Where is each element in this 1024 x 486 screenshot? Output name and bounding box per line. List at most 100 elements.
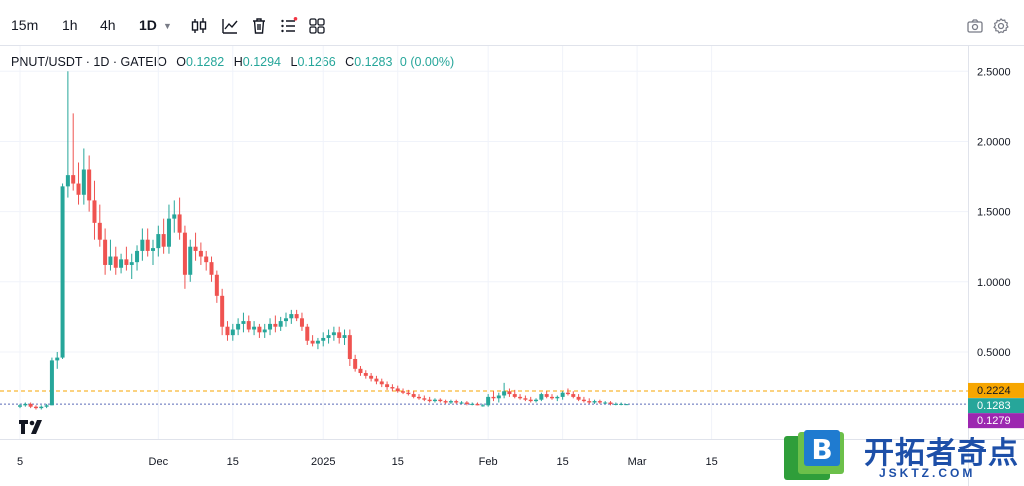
symbol-label: PNUT/USDT · 1D · GATEIO bbox=[11, 55, 167, 69]
price-label-text: 0.1279 bbox=[977, 415, 1011, 427]
candle-body bbox=[278, 321, 283, 327]
candle-body bbox=[262, 329, 267, 333]
candle-body bbox=[284, 318, 288, 322]
candle-body bbox=[448, 401, 453, 403]
candle-body bbox=[241, 321, 246, 324]
price-label-text: 0.2224 bbox=[977, 385, 1011, 397]
change-value: 0 (0.00%) bbox=[399, 55, 455, 69]
x-tick-label: Dec bbox=[149, 456, 169, 468]
candle-body bbox=[71, 175, 76, 184]
candle-body bbox=[28, 403, 33, 407]
price-label-box bbox=[968, 413, 1024, 429]
candle-body bbox=[81, 169, 86, 195]
candle-body bbox=[321, 337, 326, 341]
candle-body bbox=[315, 340, 320, 344]
candle-body bbox=[534, 399, 539, 402]
candle-body bbox=[480, 405, 485, 407]
close-label: C bbox=[345, 55, 355, 69]
x-tick-label: 5 bbox=[17, 456, 23, 468]
candle-body bbox=[129, 262, 134, 265]
x-tick-label: 15 bbox=[227, 456, 239, 468]
candle-body bbox=[140, 239, 145, 251]
candle-body bbox=[119, 259, 124, 268]
candle-body bbox=[613, 403, 618, 405]
timeframe-4h[interactable]: 4h bbox=[100, 17, 116, 33]
candle-body bbox=[145, 239, 150, 251]
x-tick-label: 15 bbox=[557, 456, 569, 468]
price-chart[interactable]: 2.5000 2.0000 1.5000 1.0000 0.5000 5 Dec 15 2025… bbox=[0, 46, 1024, 486]
candle-body bbox=[172, 214, 177, 219]
watermark-url: JSKTZ.COM bbox=[879, 466, 976, 480]
indicators-icon[interactable] bbox=[221, 17, 239, 35]
candle-body bbox=[209, 262, 214, 275]
candle-body bbox=[273, 323, 278, 327]
candle-body bbox=[475, 403, 480, 406]
y-tick-label: 1.5000 bbox=[977, 207, 1011, 219]
candle-body bbox=[299, 318, 304, 327]
candle-body bbox=[544, 394, 549, 397]
candle-body bbox=[214, 274, 219, 296]
y-tick-label: 2.0000 bbox=[977, 136, 1011, 148]
candle-body bbox=[395, 388, 400, 392]
candle-body bbox=[603, 402, 608, 404]
candle-body bbox=[33, 406, 38, 409]
camera-icon[interactable] bbox=[966, 17, 984, 35]
candle-body bbox=[49, 360, 54, 406]
candle-body bbox=[432, 399, 437, 402]
settings-icon[interactable] bbox=[992, 17, 1010, 35]
candle-body bbox=[486, 396, 491, 406]
candle-body bbox=[565, 392, 570, 395]
candle-body bbox=[87, 169, 92, 201]
watermark-logo: B bbox=[784, 430, 844, 480]
candle-body bbox=[422, 398, 427, 400]
tradingview-logo bbox=[19, 420, 42, 434]
candle-body bbox=[65, 175, 70, 187]
candle-body bbox=[289, 314, 294, 319]
x-tick-label: 15 bbox=[392, 456, 404, 468]
timeframe-1h[interactable]: 1h bbox=[62, 17, 78, 33]
candle-body bbox=[113, 256, 118, 268]
candle-body bbox=[342, 335, 347, 338]
candle-body bbox=[528, 399, 533, 402]
open-label: O bbox=[176, 55, 187, 69]
timeframe-15m[interactable]: 15m bbox=[11, 17, 39, 33]
y-tick-label: 2.5000 bbox=[977, 66, 1011, 78]
candle-body bbox=[518, 396, 523, 399]
candle-body bbox=[236, 323, 241, 330]
candle-body bbox=[597, 401, 602, 403]
price-label-box bbox=[968, 382, 1024, 398]
candle-body bbox=[92, 200, 97, 223]
x-tick-label: 2025 bbox=[311, 456, 335, 468]
candle-body bbox=[459, 402, 464, 404]
candle-body bbox=[257, 326, 262, 333]
candle-body bbox=[166, 218, 171, 247]
high-label: H bbox=[233, 55, 243, 69]
candle-body bbox=[39, 406, 44, 409]
candle-body bbox=[555, 396, 560, 399]
candlestick-icon[interactable] bbox=[190, 17, 208, 35]
chevron-down-icon[interactable]: ▼ bbox=[163, 21, 172, 31]
timeframe-1d[interactable]: 1D bbox=[139, 17, 157, 33]
candle-body bbox=[60, 186, 65, 358]
list-icon[interactable] bbox=[280, 17, 298, 35]
candle-body bbox=[358, 368, 363, 374]
candle-body bbox=[523, 398, 528, 400]
trash-icon[interactable] bbox=[250, 17, 268, 35]
candle-body bbox=[411, 394, 416, 397]
watermark-title: 开拓者奇点 bbox=[864, 436, 1019, 471]
layout-grid-icon[interactable] bbox=[308, 17, 326, 35]
candle-body bbox=[151, 248, 155, 251]
candle-body bbox=[427, 399, 432, 402]
candle-body bbox=[406, 392, 411, 395]
candle-body bbox=[496, 395, 501, 399]
candle-body bbox=[374, 378, 379, 382]
candle-body bbox=[108, 256, 113, 265]
candle-body bbox=[230, 329, 235, 336]
candle-body bbox=[560, 392, 565, 397]
chart-toolbar: 15m 1h 4h 1D ▼ bbox=[0, 0, 1024, 46]
candle-body bbox=[268, 323, 273, 330]
low-value: 0.1266 bbox=[297, 55, 336, 69]
candle-body bbox=[156, 234, 161, 249]
candle-body bbox=[347, 335, 352, 359]
candle-body bbox=[18, 405, 22, 407]
